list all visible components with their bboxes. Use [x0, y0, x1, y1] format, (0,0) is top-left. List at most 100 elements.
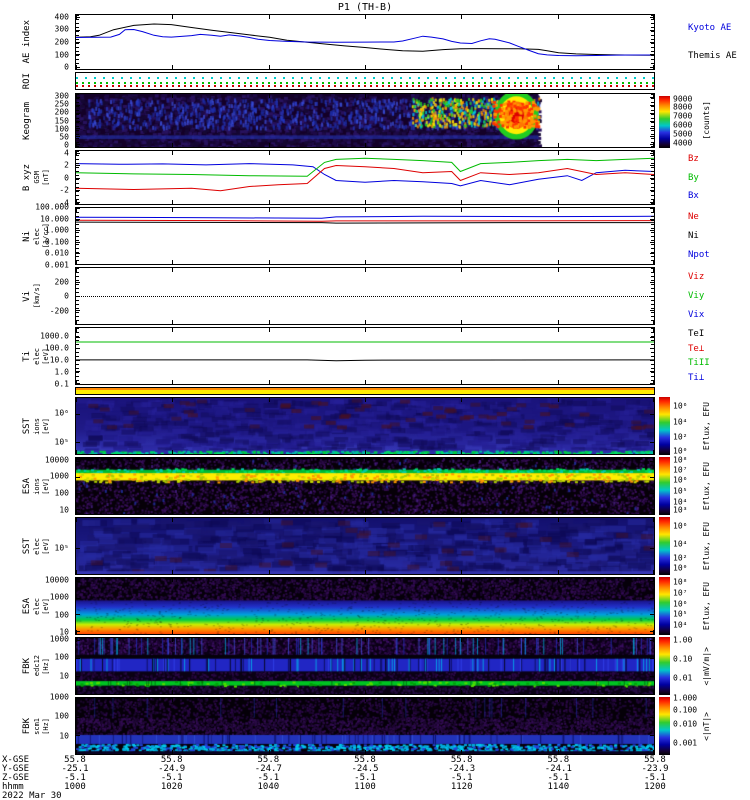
xtick-mark	[461, 518, 462, 522]
ytick-mark	[76, 42, 80, 43]
xtick-mark	[172, 750, 173, 754]
ytick-mark	[76, 296, 80, 297]
xtick-mark	[76, 15, 77, 19]
ylabel-text: ROI	[22, 73, 32, 89]
ytick-mark	[76, 230, 80, 231]
xtick-mark	[365, 450, 366, 454]
axis-value: 1100	[354, 782, 376, 792]
line-series-ti	[76, 328, 654, 384]
ytick-mark	[76, 253, 80, 254]
colorbar-tick: 0.01	[673, 673, 692, 682]
xtick-mark	[269, 260, 270, 264]
legend-label-TeI: TeI	[688, 329, 704, 339]
xtick-mark	[172, 15, 173, 19]
panel-legend-ti: TeI Te⊥ TiII Ti⊥	[688, 327, 750, 385]
legend-label-Ni: Ni	[688, 231, 699, 241]
xtick-mark	[76, 260, 77, 264]
xtick-mark	[461, 151, 462, 155]
xtick-mark	[365, 638, 366, 642]
colorbar-tick: 10⁰	[673, 446, 687, 455]
ytick-mark	[76, 348, 80, 349]
ytick-labels-sst-ion: 10⁶ 10⁵	[0, 397, 71, 455]
colorbar-tick: 10⁶	[673, 402, 687, 411]
colorbar-tick: 1.00	[673, 636, 692, 645]
ytick-mark	[76, 658, 80, 659]
ytick-mark	[650, 676, 654, 677]
ytick-label: 100.0	[45, 344, 69, 353]
colorbar-unit: [counts]	[702, 93, 711, 148]
colorbar-sst-ion	[659, 397, 670, 455]
xtick-mark	[269, 65, 270, 69]
ytick-label: 10	[59, 505, 69, 514]
xtick-mark	[461, 268, 462, 272]
colorbar-tick: 10⁶	[673, 522, 687, 531]
xtick-mark	[461, 65, 462, 69]
colorbar-tick: 7000	[673, 112, 692, 121]
panel-fbk-b: FBK scm1 [Hz] 1000 100 10 1.000 0.100 0.010 0.001…	[0, 697, 750, 755]
ytick-label: 10	[59, 671, 69, 680]
xtick-mark	[269, 380, 270, 384]
colorbar-tick: 10⁵	[673, 487, 687, 496]
xtick-mark	[365, 65, 366, 69]
colorbar-tick: 1.000	[673, 694, 697, 703]
xtick-mark	[365, 328, 366, 332]
axis-value: 1000	[64, 782, 86, 792]
plot-area-flag	[75, 387, 655, 395]
plot-area-esa-ion	[75, 457, 655, 515]
axis-value: 1040	[257, 782, 279, 792]
colorbar-tick: 10²	[673, 553, 687, 562]
colorbar-tick: 0.10	[673, 655, 692, 664]
ytick-label: 10.0	[50, 356, 69, 365]
ytick-label: 200	[55, 38, 69, 47]
axis-value: 1020	[161, 782, 183, 792]
xtick-mark	[365, 380, 366, 384]
ytick-label: 0	[64, 63, 69, 72]
xtick-mark	[172, 380, 173, 384]
xtick-mark	[558, 15, 559, 19]
xtick-mark	[172, 320, 173, 324]
ytick-labels-ni: 100.000 10.000 1.000 0.100 0.010 0.001	[0, 207, 71, 265]
ytick-mark	[650, 348, 654, 349]
xtick-mark	[653, 143, 654, 147]
flag-bar-top	[76, 388, 654, 390]
colorbar-tick: 10⁴	[673, 620, 687, 629]
xtick-mark	[365, 510, 366, 514]
xtick-mark	[558, 328, 559, 332]
xtick-mark	[653, 200, 654, 204]
xtick-mark	[461, 143, 462, 147]
panel-roi: ROI	[0, 72, 750, 90]
xtick-mark	[461, 578, 462, 582]
ytick-mark	[650, 735, 654, 736]
ytick-mark	[650, 30, 654, 31]
xtick-mark	[558, 200, 559, 204]
xtick-mark	[76, 638, 77, 642]
xtick-mark	[269, 578, 270, 582]
xtick-mark	[365, 15, 366, 19]
xtick-mark	[365, 208, 366, 212]
legend-label-Viz: Viz	[688, 272, 704, 282]
ytick-label: 2	[64, 161, 69, 170]
xtick-mark	[653, 15, 654, 19]
ytick-mark	[650, 442, 654, 443]
xtick-mark	[76, 698, 77, 702]
ytick-mark	[650, 136, 654, 137]
xtick-mark	[653, 398, 654, 402]
ytick-label: 100.000	[35, 203, 69, 212]
xtick-mark	[172, 690, 173, 694]
plot-area-sst-ion	[75, 397, 655, 455]
spectrogram-esa-elec	[76, 578, 654, 634]
xtick-mark	[653, 510, 654, 514]
colorbar-tick: 10⁷	[673, 589, 687, 598]
colorbar-unit: <|nT|>	[702, 697, 711, 755]
ytick-mark	[76, 310, 80, 311]
colorbar-unit-text: Eflux, EFU	[702, 402, 711, 450]
colorbar-unit-text: Eflux, EFU	[702, 582, 711, 630]
xtick-mark	[172, 698, 173, 702]
ytick-mark	[650, 371, 654, 372]
legend-label-Ti⊥: Ti⊥	[688, 373, 704, 383]
colorbar-tick: 10⁶	[673, 599, 687, 608]
xtick-mark	[461, 570, 462, 574]
xtick-mark	[461, 94, 462, 98]
xtick-mark	[269, 450, 270, 454]
xtick-mark	[653, 328, 654, 332]
